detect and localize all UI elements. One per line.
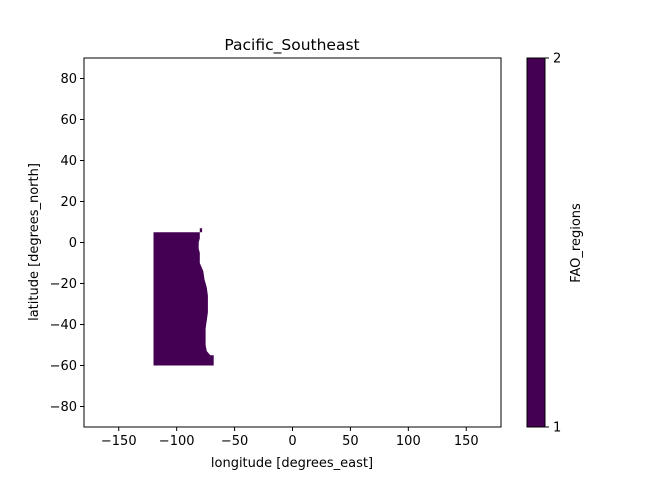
y-tick-label: 0 — [69, 236, 77, 251]
region-pacific-southeast — [153, 228, 214, 366]
y-tick-label: 20 — [60, 195, 77, 210]
x-tick-label: 150 — [454, 434, 479, 449]
x-tick-label: 0 — [288, 434, 296, 449]
y-tick-label: −40 — [50, 318, 77, 333]
x-tick-label: −150 — [101, 434, 137, 449]
plot-frame — [83, 57, 502, 428]
y-axis: −80 −60 −40 −20 0 20 40 60 80 — [50, 72, 84, 415]
colorbar-tick-label: 1 — [553, 421, 561, 436]
y-tick-label: −20 — [50, 277, 77, 292]
y-tick-label: −80 — [50, 400, 77, 415]
x-axis: −150 −100 −50 0 50 100 150 — [101, 427, 479, 449]
colorbar-bar — [526, 57, 546, 428]
plot-area — [153, 228, 214, 366]
x-tick-label: −100 — [159, 434, 195, 449]
colorbar: 12 — [526, 52, 561, 436]
x-tick-label: −50 — [221, 434, 248, 449]
colorbar-label: FAO_regions — [569, 203, 584, 283]
y-tick-label: −60 — [50, 359, 77, 374]
y-axis-label: latitude [degrees_north] — [27, 163, 42, 321]
x-tick-label: 50 — [342, 434, 359, 449]
y-tick-label: 60 — [60, 113, 77, 128]
colorbar-tick-label: 2 — [553, 52, 561, 67]
x-tick-label: 100 — [396, 434, 421, 449]
x-axis-label: longitude [degrees_east] — [211, 456, 373, 471]
chart-title: Pacific_Southeast — [224, 36, 359, 55]
y-tick-label: 40 — [60, 154, 77, 169]
y-tick-label: 80 — [60, 72, 77, 87]
